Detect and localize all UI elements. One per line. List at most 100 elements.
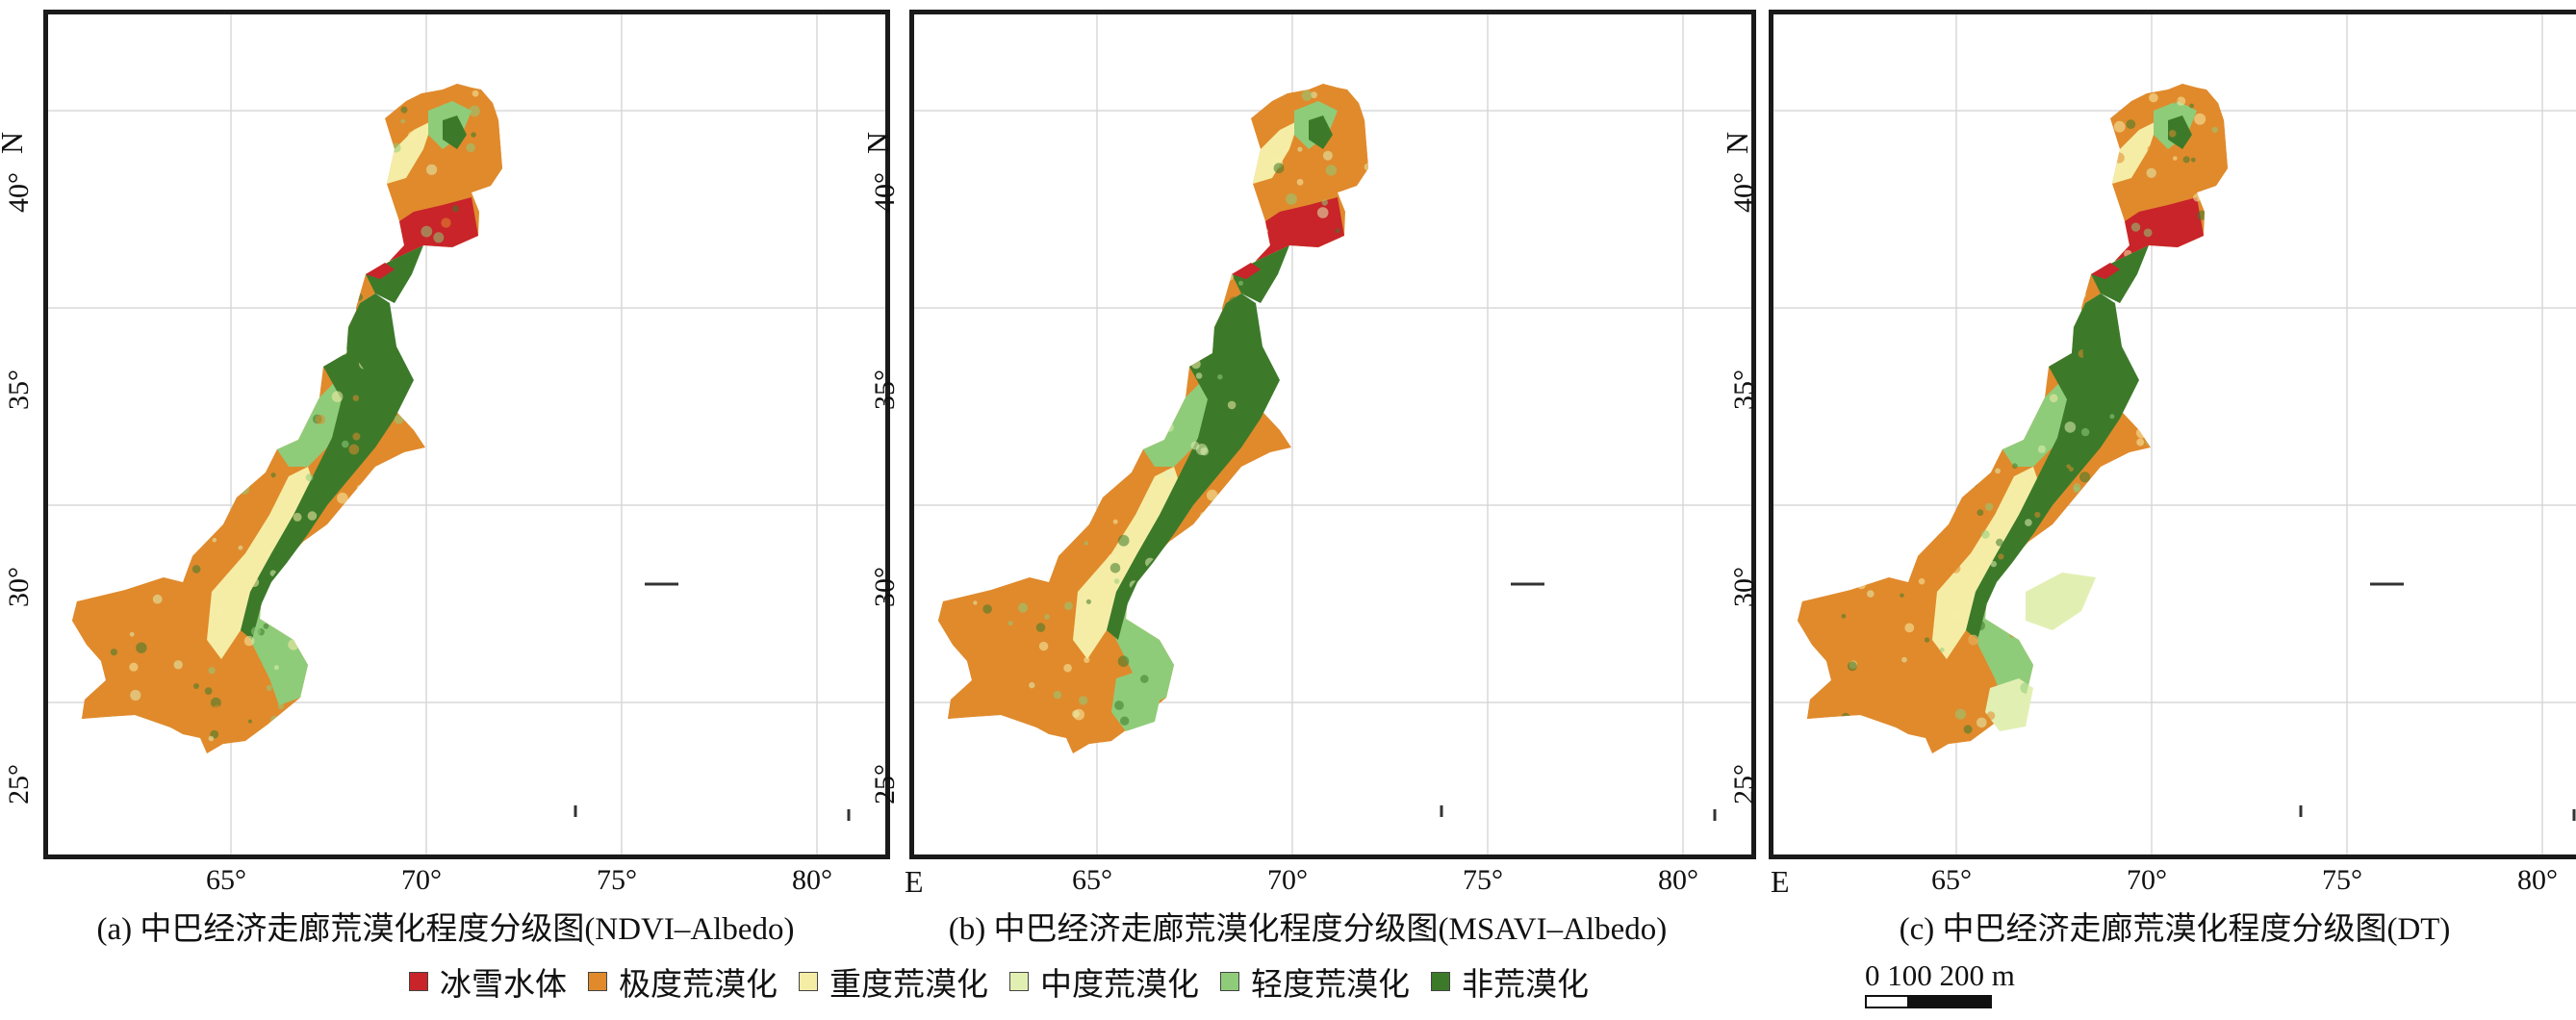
raster-speckle (189, 443, 201, 455)
raster-speckle (1894, 173, 1900, 179)
raster-speckle (306, 570, 312, 574)
raster-speckle (1334, 622, 1339, 627)
raster-speckle (1038, 464, 1044, 470)
raster-speckle (1895, 116, 1902, 124)
raster-speckle (1195, 372, 1203, 379)
legend-item-moderate: 中度荒漠化 (1009, 958, 1199, 1005)
raster-speckle (2025, 519, 2032, 526)
raster-speckle (1273, 163, 1285, 174)
raster-speckle (1109, 563, 1121, 574)
raster-speckle (147, 154, 155, 163)
raster-speckle (1164, 422, 1174, 432)
raster-speckle (481, 554, 491, 565)
raster-speckle (1372, 129, 1379, 136)
raster-speckle (2025, 542, 2034, 552)
raster-speckle (117, 528, 126, 537)
raster-speckle (395, 601, 402, 608)
raster-speckle (2022, 343, 2029, 351)
raster-speckle (1011, 288, 1016, 293)
raster-speckle (2157, 194, 2165, 202)
raster-speckle (1104, 440, 1112, 448)
raster-speckle (1084, 528, 1093, 537)
raster-speckle (1183, 198, 1190, 206)
raster-speckle (1990, 560, 1997, 568)
raster-speckle (1973, 183, 1982, 193)
raster-speckle (398, 700, 407, 707)
raster-speckle (387, 584, 399, 596)
raster-speckle (108, 213, 118, 224)
region-extreme-desertification (938, 582, 1083, 728)
raster-speckle (1837, 92, 1849, 105)
raster-speckle (1980, 530, 1990, 539)
raster-speckle (377, 685, 387, 695)
raster-speckle (356, 713, 368, 726)
y-axis-letter: N (1720, 131, 1755, 155)
raster-speckle (336, 182, 346, 192)
raster-speckle (465, 627, 471, 633)
raster-speckle (1085, 599, 1091, 604)
raster-speckle (1321, 450, 1333, 462)
region-moderate-desertification (1985, 678, 2033, 731)
raster-speckle (1985, 502, 1994, 511)
raster-speckle (328, 524, 340, 536)
raster-speckle (286, 202, 297, 214)
raster-speckle (238, 545, 243, 550)
raster-speckle (1924, 637, 1930, 643)
raster-speckle (1323, 327, 1335, 339)
raster-speckle (2067, 541, 2074, 548)
raster-speckle (1326, 624, 1339, 635)
raster-speckle (1200, 511, 1209, 521)
raster-speckle (201, 141, 211, 152)
raster-speckle (1125, 293, 1133, 300)
raster-speckle (133, 239, 143, 250)
raster-speckle (1099, 644, 1108, 652)
raster-speckle (1196, 353, 1203, 360)
raster-speckle (1001, 285, 1007, 290)
raster-speckle (270, 715, 279, 725)
raster-speckle (141, 520, 154, 532)
raster-speckle (351, 511, 363, 523)
raster-speckle (2038, 370, 2045, 376)
y-tick-label: 40° (1728, 172, 1760, 213)
raster-speckle (2171, 96, 2179, 104)
raster-speckle (1143, 179, 1149, 185)
raster-speckle (1912, 596, 1918, 601)
raster-speckle (426, 164, 438, 175)
raster-speckle (238, 116, 246, 125)
raster-speckle (2079, 196, 2084, 201)
map-panel-b: N 40° 35° 30° 25° 65° 70° 75° 80° E (860, 10, 1790, 899)
raster-speckle (395, 586, 401, 593)
raster-speckle (1331, 707, 1342, 720)
raster-speckle (1263, 228, 1268, 234)
raster-speckle (2071, 648, 2079, 656)
legend-swatch (588, 972, 607, 991)
raster-speckle (303, 613, 312, 622)
raster-speckle (1872, 245, 1883, 258)
raster-speckle (1020, 525, 1028, 532)
raster-speckle (2021, 199, 2030, 209)
raster-speckle (412, 653, 420, 661)
raster-speckle (494, 363, 501, 370)
raster-speckle (1296, 418, 1305, 426)
raster-speckle (1140, 675, 1149, 683)
raster-speckle (357, 231, 367, 242)
raster-speckle (1043, 466, 1049, 472)
raster-speckle (136, 455, 147, 467)
raster-speckle (2203, 466, 2212, 475)
raster-speckle (1277, 495, 1288, 505)
region-severe-desertification (387, 120, 433, 184)
raster-speckle (1041, 440, 1051, 449)
raster-speckle (137, 409, 146, 419)
raster-speckle (1886, 406, 1897, 417)
raster-speckle (319, 572, 326, 577)
raster-speckle (497, 236, 502, 243)
legend-item-ice-water: 冰雪水体 (409, 958, 567, 1005)
x-tick-label: 75° (597, 864, 637, 896)
raster-speckle (1026, 212, 1032, 217)
raster-speckle (1144, 190, 1153, 199)
raster-speckle (1139, 260, 1147, 267)
raster-speckle (1257, 738, 1265, 747)
raster-speckle (341, 192, 350, 202)
raster-speckle (318, 112, 324, 118)
raster-speckle (240, 261, 250, 270)
